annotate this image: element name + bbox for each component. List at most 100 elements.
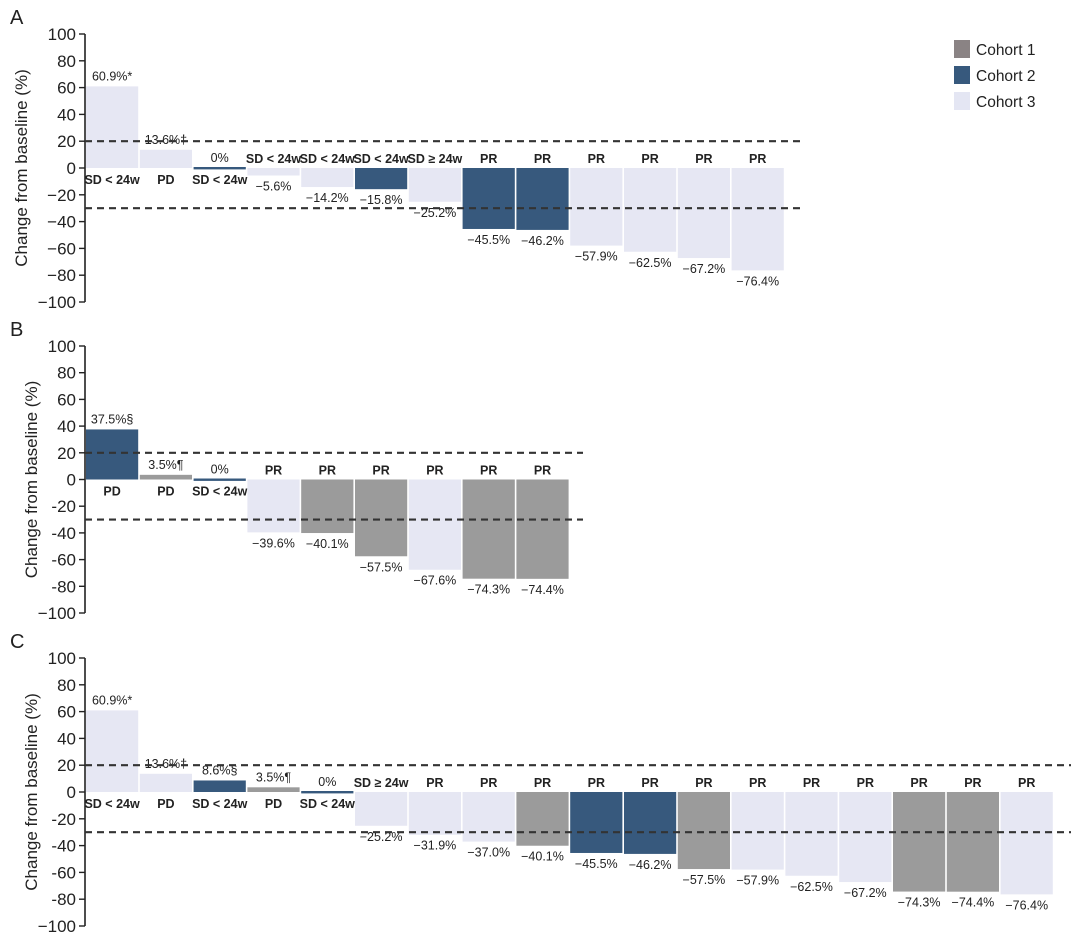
- response-label: PR: [641, 776, 658, 790]
- bar: [570, 792, 623, 853]
- data-label: 13.6%†: [145, 133, 187, 147]
- response-label: SD < 24w: [300, 152, 356, 166]
- y-tick-label: 80: [57, 676, 76, 695]
- y-tick-label: 40: [57, 417, 76, 436]
- legend-label: Cohort 1: [976, 42, 1035, 59]
- data-label: −15.8%: [360, 193, 403, 207]
- response-label: PR: [265, 464, 282, 478]
- panel-c: C Change from baseline (%) 100 80 60 40 20 0 -20…: [10, 631, 1071, 936]
- data-label: −37.0%: [467, 846, 510, 860]
- bar: [193, 167, 246, 170]
- panel-a: A Change from baseline (%) 100 80 60 40 20 0 −20…: [10, 7, 800, 312]
- bar: [355, 168, 408, 190]
- bar: [408, 168, 461, 202]
- y-tick-label: 60: [57, 703, 76, 722]
- y-tick-label: 80: [57, 364, 76, 383]
- data-label: −67.2%: [683, 262, 726, 276]
- data-label: 0%: [211, 463, 229, 477]
- y-tick-label: −80: [47, 266, 76, 285]
- response-label: PR: [534, 152, 551, 166]
- bar: [462, 479, 515, 579]
- data-label: 0%: [211, 151, 229, 165]
- legend-swatch: [954, 66, 970, 84]
- response-label: PR: [588, 776, 605, 790]
- response-label: PR: [426, 464, 443, 478]
- y-tick-label: -60: [51, 551, 76, 570]
- y-tick-label: -80: [51, 890, 76, 909]
- y-tick-label: −60: [47, 239, 76, 258]
- data-label: −46.2%: [521, 234, 564, 248]
- panel-b: B Change from baseline (%) 100 80 60 40 20 0 -20…: [10, 319, 583, 623]
- bar: [355, 479, 408, 557]
- response-label: PR: [749, 776, 766, 790]
- bar: [139, 474, 192, 480]
- data-label: −40.1%: [306, 537, 349, 551]
- y-axis-label: Change from baseline (%): [12, 69, 31, 266]
- data-label: 60.9%*: [92, 69, 132, 83]
- data-label: −57.9%: [736, 874, 779, 888]
- response-label: SD < 24w: [192, 485, 248, 499]
- y-tick-label: 40: [57, 105, 76, 124]
- data-label: 37.5%§: [91, 412, 133, 426]
- data-label: 3.5%¶: [256, 770, 291, 784]
- bar: [946, 792, 999, 892]
- legend-swatch: [954, 40, 970, 58]
- y-tick-label: −20: [47, 186, 76, 205]
- y-tick-label: 100: [48, 25, 76, 44]
- response-label: PR: [695, 776, 712, 790]
- bar: [462, 168, 515, 229]
- bar: [731, 168, 784, 271]
- bar: [462, 792, 515, 842]
- y-tick-label: -20: [51, 497, 76, 516]
- chart-panels: A Change from baseline (%) 100 80 60 40 20 0 −20…: [10, 7, 1071, 936]
- y-tick-label: -80: [51, 577, 76, 596]
- response-label: SD < 24w: [192, 173, 248, 187]
- bar: [408, 792, 461, 835]
- bar: [677, 792, 730, 870]
- bar: [677, 168, 730, 259]
- data-label: −67.6%: [414, 574, 457, 588]
- bar: [731, 792, 784, 870]
- response-label: PD: [157, 173, 174, 187]
- y-tick-label: −100: [38, 604, 76, 623]
- bar: [893, 792, 946, 892]
- bar: [86, 710, 139, 792]
- y-tick-label: 60: [57, 390, 76, 409]
- data-label: −76.4%: [1005, 898, 1048, 912]
- bar: [839, 792, 892, 883]
- bar: [516, 168, 569, 230]
- y-tick-label: −100: [38, 293, 76, 312]
- data-label: −45.5%: [575, 857, 618, 871]
- response-label: SD < 24w: [353, 152, 409, 166]
- response-label: SD < 24w: [84, 173, 140, 187]
- y-tick-label: 60: [57, 79, 76, 98]
- response-label: SD ≥ 24w: [354, 776, 409, 790]
- data-label: −74.3%: [898, 896, 941, 910]
- response-label: PD: [157, 485, 174, 499]
- data-label: −74.4%: [952, 896, 995, 910]
- response-label: PR: [534, 776, 551, 790]
- data-label: −74.4%: [521, 583, 564, 597]
- response-label: SD < 24w: [300, 797, 356, 811]
- data-label: −31.9%: [414, 839, 457, 853]
- response-label: PR: [319, 464, 336, 478]
- response-label: PD: [157, 797, 174, 811]
- data-label: −57.5%: [683, 873, 726, 887]
- response-label: SD < 24w: [246, 152, 302, 166]
- response-label: PD: [103, 485, 120, 499]
- response-label: SD < 24w: [84, 797, 140, 811]
- data-label: 8.6%§: [202, 763, 237, 777]
- bar: [408, 479, 461, 570]
- y-tick-label: 100: [48, 649, 76, 668]
- panel-letter: C: [10, 631, 24, 653]
- bar: [193, 780, 246, 792]
- data-label: −62.5%: [629, 256, 672, 270]
- data-label: −5.6%: [256, 180, 292, 194]
- y-tick-label: 20: [57, 444, 76, 463]
- data-label: −40.1%: [521, 850, 564, 864]
- y-tick-label: −40: [47, 213, 76, 232]
- bar: [516, 479, 569, 579]
- y-tick-label: 20: [57, 132, 76, 151]
- data-label: −76.4%: [736, 274, 779, 288]
